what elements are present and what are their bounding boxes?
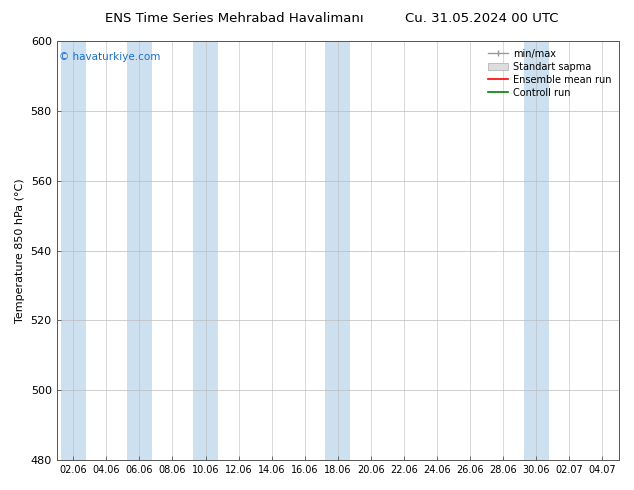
Text: © havaturkiye.com: © havaturkiye.com [60, 51, 161, 62]
Legend: min/max, Standart sapma, Ensemble mean run, Controll run: min/max, Standart sapma, Ensemble mean r… [486, 46, 614, 100]
Bar [61, 41, 86, 460]
Bar [325, 41, 351, 460]
Bar [524, 41, 549, 460]
Text: Cu. 31.05.2024 00 UTC: Cu. 31.05.2024 00 UTC [405, 12, 559, 25]
Text: ENS Time Series Mehrabad Havalimanı: ENS Time Series Mehrabad Havalimanı [105, 12, 364, 25]
Bar [193, 41, 218, 460]
Y-axis label: Temperature 850 hPa (°C): Temperature 850 hPa (°C) [15, 178, 25, 323]
Bar [127, 41, 152, 460]
